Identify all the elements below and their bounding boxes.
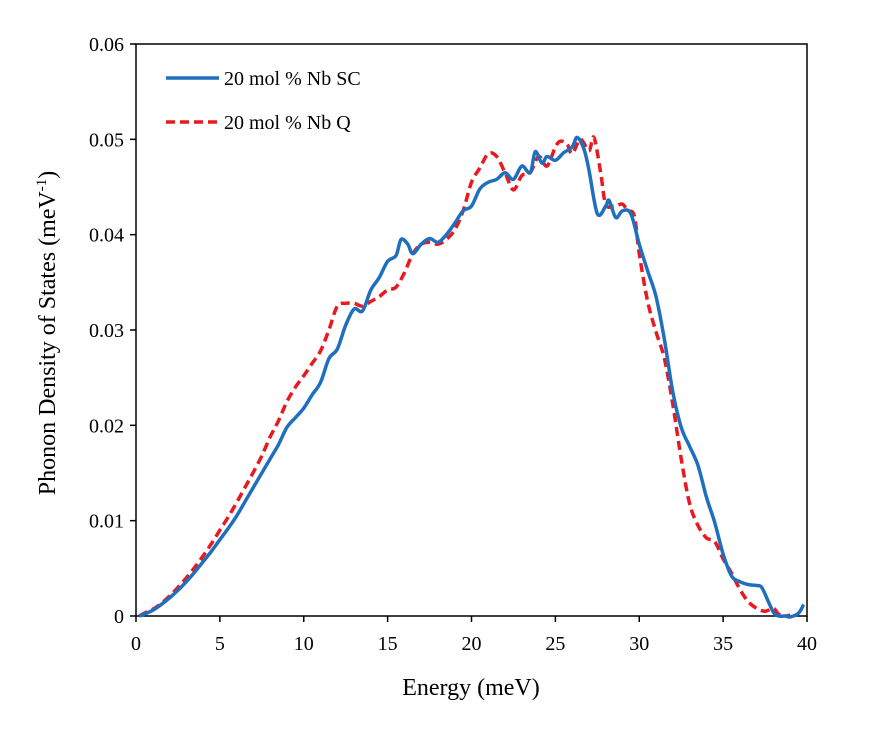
y-axis-title: Phonon Density of States (meV-1) bbox=[34, 171, 61, 495]
x-tick-label: 25 bbox=[545, 633, 565, 655]
x-tick-label: 35 bbox=[713, 633, 733, 655]
y-tick-label: 0.02 bbox=[89, 415, 124, 437]
x-tick-label: 30 bbox=[629, 633, 649, 655]
y-tick-label: 0.03 bbox=[89, 320, 124, 342]
x-tick-label: 5 bbox=[215, 633, 225, 655]
y-tick-label: 0 bbox=[114, 606, 124, 628]
x-tick-label: 40 bbox=[797, 633, 817, 655]
x-tick-label: 10 bbox=[294, 633, 314, 655]
y-tick-label: 0.05 bbox=[89, 129, 124, 151]
y-axis-ticks: 0 0.01 0.02 0.03 0.04 0.05 0.06 bbox=[89, 34, 136, 628]
x-axis-title: Energy (meV) bbox=[402, 675, 540, 701]
y-axis-title-close: ) bbox=[35, 171, 61, 179]
y-axis-title-superscript: -1 bbox=[34, 179, 50, 192]
y-tick-label: 0.01 bbox=[89, 511, 124, 533]
x-tick-label: 0 bbox=[131, 633, 141, 655]
y-tick-label: 0.06 bbox=[89, 34, 124, 56]
legend-label-q: 20 mol % Nb Q bbox=[224, 112, 351, 134]
x-axis-ticks: 0 5 10 15 20 25 30 35 40 bbox=[131, 616, 817, 655]
x-tick-label: 20 bbox=[462, 633, 482, 655]
y-axis-title-main: Phonon Density of States (meV bbox=[35, 191, 61, 496]
legend-label-sc: 20 mol % Nb SC bbox=[224, 68, 361, 90]
series-line-sc bbox=[138, 135, 806, 619]
legend: 20 mol % Nb SC 20 mol % Nb Q bbox=[166, 68, 361, 134]
series-layer bbox=[138, 135, 806, 619]
y-tick-label: 0.04 bbox=[89, 225, 124, 247]
x-tick-label: 15 bbox=[378, 633, 398, 655]
series-line-q bbox=[138, 135, 791, 618]
